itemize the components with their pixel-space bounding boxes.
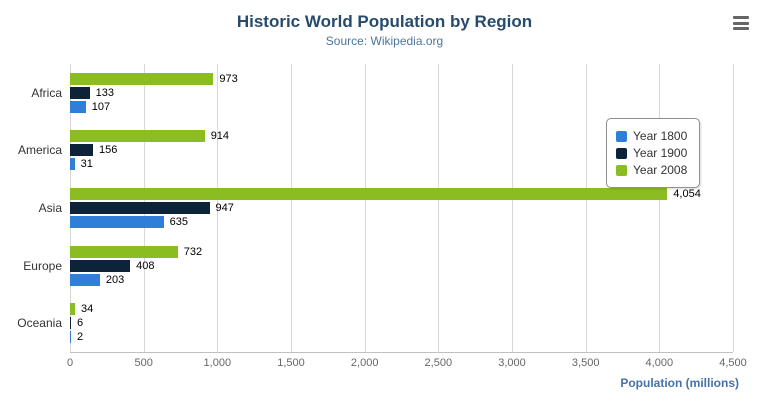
gridline — [291, 64, 292, 352]
hamburger-icon — [733, 16, 749, 19]
bar-year-1800-oceania[interactable] — [70, 331, 71, 344]
bar-value-label: 973 — [219, 72, 238, 85]
x-axis-tick-labels: 0 500 1,000 1,500 2,000 2,500 3,000 3,500 4,000 4… — [66, 357, 747, 373]
legend-item-year-2008[interactable]: Year 2008 — [616, 163, 687, 177]
hamburger-icon — [733, 21, 749, 25]
x-tick-label: 2,500 — [424, 357, 453, 369]
chart-title: Historic World Population by Region — [236, 12, 533, 31]
x-tick-label: 1,000 — [203, 357, 232, 369]
x-tick-label: 3,500 — [571, 357, 600, 369]
legend: Year 1800 Year 1900 Year 2008 — [606, 118, 701, 188]
bar-value-label: 2 — [77, 331, 84, 344]
bar-year-1800-asia[interactable] — [70, 216, 164, 228]
legend-label: Year 2008 — [633, 163, 688, 177]
bar-year-2008-oceania[interactable] — [70, 303, 75, 316]
legend-label: Year 1900 — [633, 146, 688, 160]
x-tick-label: 3,000 — [498, 357, 526, 369]
bar-year-1800-europe[interactable] — [70, 273, 100, 286]
gridline — [733, 64, 734, 352]
bar-value-label: 31 — [80, 158, 93, 171]
bar-year-2008-europe[interactable] — [70, 245, 178, 258]
category-label-africa: Africa — [31, 85, 62, 100]
bar-value-label: 6 — [77, 317, 84, 330]
bar-value-label: 34 — [81, 303, 94, 316]
gridline — [585, 64, 587, 352]
hamburger-icon — [733, 27, 749, 30]
x-tick-label: 4,000 — [645, 357, 674, 369]
bar-year-1800-america[interactable] — [70, 158, 75, 171]
bar-value-label: 635 — [169, 216, 188, 228]
export-menu-button[interactable] — [733, 16, 749, 30]
bar-year-1900-africa[interactable] — [70, 86, 90, 99]
legend-label: Year 1800 — [633, 129, 688, 143]
gridline — [438, 64, 440, 352]
x-tick-label: 4,500 — [719, 357, 747, 369]
legend-marker-icon — [616, 130, 627, 142]
bar-value-label: 156 — [99, 144, 118, 157]
bar-year-1900-europe[interactable] — [70, 259, 131, 272]
bar-year-2008-america[interactable] — [70, 130, 205, 143]
x-tick-label: 0 — [66, 357, 74, 369]
legend-marker-icon — [616, 164, 627, 176]
gridline — [512, 64, 513, 352]
bar-value-label: 203 — [105, 273, 125, 286]
bar-year-2008-asia[interactable] — [70, 188, 668, 200]
bar-year-1900-oceania[interactable] — [70, 317, 71, 330]
gridline — [217, 64, 219, 352]
bar-year-1900-asia[interactable] — [70, 202, 210, 214]
bar-year-2008-africa[interactable] — [70, 72, 214, 85]
gridline — [364, 64, 366, 352]
x-tick-label: 500 — [134, 357, 153, 369]
x-axis-title: Population (millions) — [620, 376, 739, 390]
legend-item-year-1800[interactable]: Year 1800 — [616, 129, 687, 143]
legend-item-year-1900[interactable]: Year 1900 — [616, 146, 687, 160]
plot-area: 973 133 107 914 156 31 4,054 947 635 732 408 203 34 6… — [70, 64, 734, 353]
bar-value-label: 133 — [95, 86, 114, 99]
bar-value-label: 4,054 — [673, 188, 701, 200]
category-label-asia: Asia — [38, 201, 62, 215]
bar-year-1800-africa[interactable] — [70, 100, 86, 113]
bar-value-label: 107 — [91, 100, 111, 113]
gridline — [659, 64, 661, 352]
category-label-europe: Europe — [23, 258, 62, 273]
bar-value-label: 408 — [136, 259, 155, 272]
x-tick-label: 1,500 — [277, 357, 305, 369]
chart-subtitle: Source: Wikipedia.org — [325, 34, 444, 48]
bar-value-label: 914 — [210, 130, 230, 143]
category-label-america: America — [17, 143, 62, 158]
category-axis-labels: Africa America Asia Europe Oceania — [0, 64, 62, 352]
bar-value-label: 732 — [183, 245, 203, 258]
bar-year-1900-america[interactable] — [70, 144, 93, 157]
legend-marker-icon — [616, 147, 627, 159]
x-tick-label: 2,000 — [350, 357, 379, 369]
bar-value-label: 947 — [215, 202, 234, 214]
category-label-oceania: Oceania — [17, 316, 62, 331]
